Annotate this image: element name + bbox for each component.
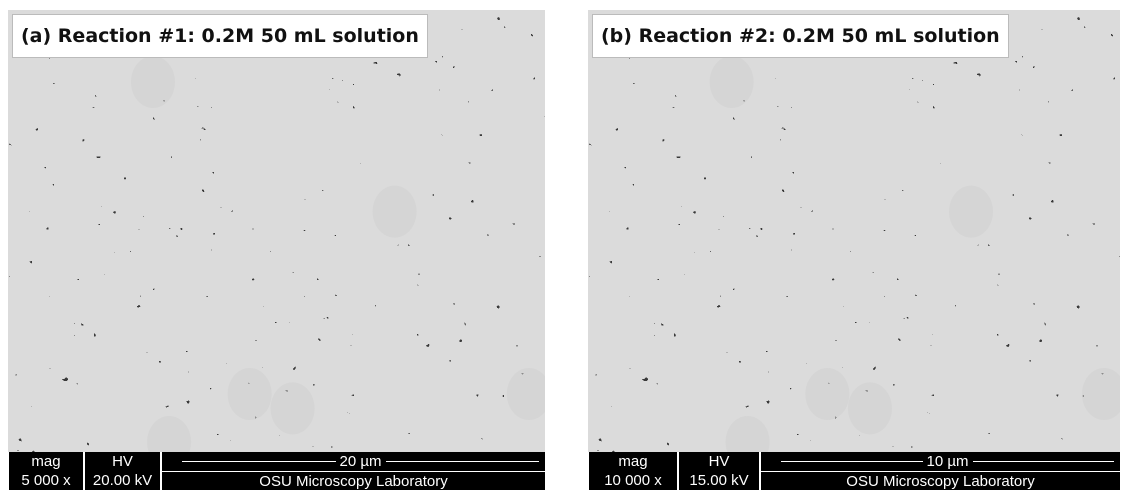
scale-cell: 10 µm OSU Microscopy Laboratory: [760, 452, 1120, 490]
lab-name: OSU Microscopy Laboratory: [162, 471, 545, 490]
info-bar: mag 10 000 x HV 15.00 kV 10 µm OSU Microscopy…: [588, 452, 1120, 490]
scale-text: 10 µm: [922, 452, 973, 471]
scale-text: 20 µm: [335, 452, 386, 471]
info-bar: mag 5 000 x HV 20.00 kV 20 µm OSU Microscopy …: [8, 452, 545, 490]
particle: [709, 56, 754, 108]
sem-panel: (b) Reaction #2: 0.2M 50 mL solution mag 1…: [588, 10, 1120, 490]
hv-cell: HV 20.00 kV: [84, 452, 161, 490]
particle: [130, 56, 175, 108]
mag-label: mag: [618, 453, 648, 470]
sem-image: [588, 10, 1120, 490]
mag-cell: mag 10 000 x: [588, 452, 678, 490]
particle: [847, 382, 892, 435]
hv-value: 15.00 kV: [689, 472, 749, 489]
mag-cell: mag 5 000 x: [8, 452, 84, 490]
scale-cell: 20 µm OSU Microscopy Laboratory: [161, 452, 545, 490]
mag-value: 5 000 x: [21, 472, 71, 489]
panel-label: (a) Reaction #1: 0.2M 50 mL solution: [12, 14, 428, 58]
particle: [949, 185, 994, 238]
scale-bar: 10 µm: [781, 452, 1114, 471]
mag-label: mag: [31, 453, 61, 470]
particle: [805, 368, 850, 420]
scale-bar: 20 µm: [182, 452, 539, 471]
particle: [372, 185, 417, 238]
panel-label: (b) Reaction #2: 0.2M 50 mL solution: [592, 14, 1009, 58]
sem-panel: (a) Reaction #1: 0.2M 50 mL solution mag 5…: [8, 10, 545, 490]
hv-cell: HV 15.00 kV: [678, 452, 760, 490]
particle: [227, 368, 272, 420]
lab-name: OSU Microscopy Laboratory: [761, 471, 1120, 490]
mag-value: 10 000 x: [604, 472, 662, 489]
sem-image: [8, 10, 545, 490]
particle: [1082, 368, 1120, 420]
hv-label: HV: [708, 453, 730, 470]
hv-value: 20.00 kV: [92, 472, 153, 489]
hv-label: HV: [112, 453, 133, 470]
particle: [270, 382, 315, 435]
particle: [506, 368, 545, 420]
